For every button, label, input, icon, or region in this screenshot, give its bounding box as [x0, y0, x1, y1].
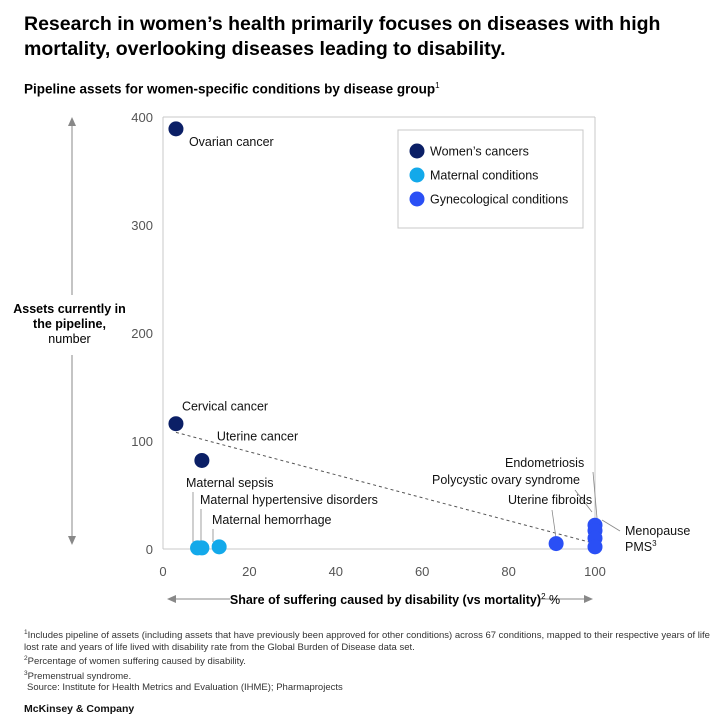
data-point: [168, 121, 184, 137]
x-tick-label: 100: [584, 564, 606, 579]
legend-label: Gynecological conditions: [430, 193, 568, 207]
data-label: Ovarian cancer: [189, 135, 274, 149]
x-axis-label: Share of suffering caused by disability …: [195, 592, 595, 607]
data-label: PMS3: [625, 539, 657, 554]
arrow-right-icon: [584, 595, 593, 603]
leader-line: [592, 471, 598, 519]
x-tick-label: 80: [501, 564, 515, 579]
y-axis-label-bold: Assets currently in the pipeline,: [13, 302, 126, 331]
data-points: [168, 121, 603, 556]
data-point: [548, 536, 564, 552]
subtitle-footnote-mark: 1: [435, 81, 440, 90]
data-label-footnote-mark: 3: [652, 539, 657, 548]
data-label: Polycystic ovary syndrome: [432, 473, 580, 487]
leader-lines: [192, 471, 621, 542]
x-axis-label-bold: Share of suffering caused by disability …: [229, 593, 542, 608]
data-label: Endometriosis: [505, 456, 584, 470]
legend-marker: [409, 167, 425, 183]
y-tick-label: 0: [146, 542, 153, 557]
leader-line: [551, 509, 557, 539]
footnote-text: Percentage of women suffering caused by …: [27, 656, 246, 668]
arrow-up-icon: [68, 117, 76, 126]
x-tick-label: 20: [242, 564, 256, 579]
data-label: Maternal hypertensive disorders: [200, 493, 378, 507]
x-tick-label: 60: [415, 564, 429, 579]
y-tick-label: 100: [131, 434, 153, 449]
trendline: [175, 431, 596, 545]
y-tick-label: 300: [131, 218, 153, 233]
trendline-layer: [175, 431, 596, 545]
arrow-left-icon: [167, 595, 176, 603]
x-tick-label: 0: [159, 564, 166, 579]
data-label: Uterine cancer: [217, 429, 298, 443]
data-label: Maternal hemorrhage: [212, 513, 332, 527]
footnote-3: 3Premenstrual syndrome.: [24, 668, 710, 683]
x-axis-label-unit: %: [549, 593, 561, 608]
legend-marker: [409, 191, 425, 207]
axes: [162, 116, 596, 550]
data-point: [211, 539, 227, 555]
data-point: [194, 540, 210, 556]
legend-label: Women’s cancers: [430, 145, 529, 159]
brand-logo-text: McKinsey & Company: [24, 703, 135, 715]
data-label: Cervical cancer: [182, 400, 268, 414]
source-note: Source: Institute for Health Metrics and…: [27, 682, 343, 694]
data-labels: Ovarian cancer Cervical cancer Uterine can…: [182, 135, 690, 554]
y-axis-label: Assets currently in the pipeline, number: [12, 302, 127, 347]
footnotes: 1Includes pipeline of assets (including …: [24, 627, 710, 694]
axis-arrows: [68, 117, 593, 603]
data-label: Menopause: [625, 524, 690, 538]
footnote-mark: 3: [24, 669, 28, 677]
chart-subtitle-text: Pipeline assets for women-specific condi…: [24, 81, 436, 97]
data-point: [587, 539, 603, 555]
footnote-text: Includes pipeline of assets (including a…: [24, 630, 710, 653]
chart-subtitle: Pipeline assets for women-specific condi…: [24, 81, 440, 97]
legend: Women’s cancers Maternal conditions Gyneco…: [397, 129, 584, 229]
data-point: [194, 452, 210, 468]
footnote-mark: 1: [24, 629, 28, 636]
legend-box: [397, 129, 584, 229]
footnote-2: 2Percentage of women suffering caused by…: [24, 653, 710, 668]
legend-marker: [409, 143, 425, 159]
x-tick-label: 40: [329, 564, 343, 579]
y-tick-label: 400: [131, 110, 153, 125]
arrow-down-icon: [68, 536, 76, 545]
footnote-1: 1Includes pipeline of assets (including …: [24, 627, 710, 653]
page-title: Research in women’s health primarily foc…: [24, 13, 661, 60]
tick-labels: 0 100 200 300 400 0 20 40 60 80 100: [131, 110, 606, 579]
y-tick-label: 200: [131, 326, 153, 341]
footnote-text: Premenstrual syndrome.: [27, 670, 132, 682]
data-label: Uterine fibroids: [508, 493, 592, 507]
data-point: [168, 416, 184, 432]
footnote-mark: 2: [24, 655, 28, 663]
data-label: Maternal sepsis: [186, 476, 274, 490]
y-axis-label-unit: number: [48, 332, 91, 346]
legend-label: Maternal conditions: [430, 169, 538, 183]
leader-line: [574, 489, 593, 513]
x-axis-footnote-mark: 2: [541, 592, 546, 601]
leader-line: [601, 519, 621, 532]
